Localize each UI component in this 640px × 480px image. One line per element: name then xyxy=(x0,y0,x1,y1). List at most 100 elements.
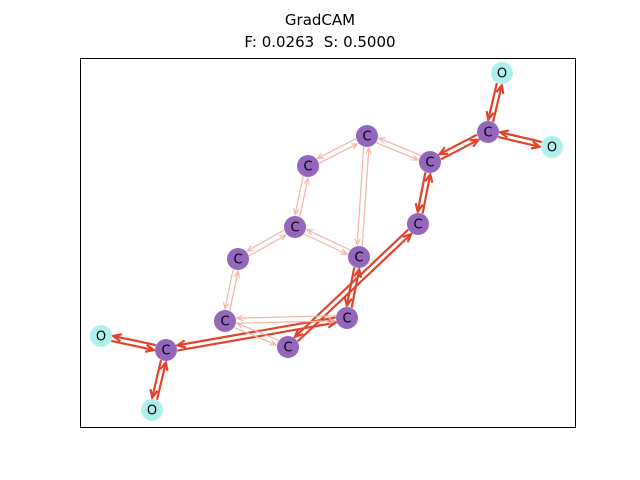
edge-arrowhead xyxy=(149,388,159,401)
edge-13-15-forward xyxy=(149,359,163,401)
edge-arrowhead xyxy=(414,202,424,215)
node-circle xyxy=(90,325,112,347)
edge-8-9-backward xyxy=(414,172,427,215)
edge-arrowhead xyxy=(303,176,310,185)
node-carbon-0: C xyxy=(284,216,306,238)
edge-1-2-forward xyxy=(318,143,359,164)
edge-10-12-forward xyxy=(497,135,543,150)
edge-arrowhead xyxy=(245,245,254,252)
node-circle xyxy=(297,155,319,177)
edge-arrowhead xyxy=(377,137,386,144)
node-oxygen-14: O xyxy=(90,325,112,347)
edge-arrowhead xyxy=(159,359,169,372)
edge-3-4-forward xyxy=(343,267,356,309)
node-circle xyxy=(419,151,441,173)
node-label: C xyxy=(220,315,229,330)
edge-0-1-backward xyxy=(293,176,304,217)
node-circle xyxy=(277,336,299,358)
node-carbon-5: C xyxy=(227,248,249,270)
edge-7-8-forward xyxy=(297,232,414,343)
node-carbon-1: C xyxy=(297,155,319,177)
edge-line xyxy=(492,86,503,123)
edge-line xyxy=(238,315,336,319)
edge-arrowhead xyxy=(305,229,314,236)
edge-10-12-backward xyxy=(497,129,543,144)
node-oxygen-11: O xyxy=(491,62,513,84)
edge-2-3-backward xyxy=(361,146,372,247)
edge-line xyxy=(151,359,163,397)
node-carbon-13: C xyxy=(155,339,177,361)
edge-arrowhead xyxy=(343,296,353,309)
edge-line xyxy=(375,142,417,160)
edge-line xyxy=(417,172,427,211)
edge-line xyxy=(497,135,539,148)
edge-arrowhead xyxy=(110,333,123,343)
edge-arrowhead xyxy=(497,129,510,139)
node-circle xyxy=(348,246,370,268)
edge-line xyxy=(114,335,157,347)
edge-1-2-backward xyxy=(316,138,357,159)
edge-arrowhead xyxy=(340,248,349,255)
edge-0-3-backward xyxy=(305,229,351,251)
edge-line xyxy=(303,233,346,254)
edge-line xyxy=(440,133,478,155)
edge-line xyxy=(421,175,431,214)
node-label: C xyxy=(233,253,242,268)
edge-13-15-backward xyxy=(155,359,169,401)
node-carbon-10: C xyxy=(477,121,499,143)
edge-2-3-forward xyxy=(354,146,365,247)
figure-subtitle: F: 0.0263 S: 0.5000 xyxy=(0,33,640,51)
edge-arrowhead xyxy=(402,232,414,243)
node-circle xyxy=(491,62,513,84)
node-oxygen-12: O xyxy=(541,136,563,158)
edge-8-9-forward xyxy=(421,171,434,214)
edge-line xyxy=(380,138,422,156)
edge-line xyxy=(308,230,351,251)
node-circle xyxy=(284,216,306,238)
node-label: C xyxy=(362,130,371,145)
edge-line xyxy=(318,144,356,164)
edge-line xyxy=(501,131,543,144)
edge-arrowhead xyxy=(353,266,363,279)
edge-arrowhead xyxy=(292,328,304,339)
node-label: C xyxy=(425,156,434,171)
edge-10-11-forward xyxy=(492,82,505,123)
edge-3-4-backward xyxy=(350,266,363,308)
edge-line xyxy=(248,235,285,257)
node-oxygen-15: O xyxy=(141,399,163,421)
edge-arrowhead xyxy=(316,152,325,159)
edge-line xyxy=(440,139,478,161)
node-label: O xyxy=(96,330,106,345)
node-carbon-9: C xyxy=(419,151,441,173)
node-label: C xyxy=(283,341,292,356)
edge-arrowhead xyxy=(293,208,300,217)
edge-6-7-forward xyxy=(233,327,278,346)
edge-line xyxy=(350,270,360,308)
edge-line xyxy=(294,176,304,213)
edge-4-13-backward xyxy=(177,319,339,352)
edge-0-5-backward xyxy=(248,234,288,257)
edge-2-9-backward xyxy=(377,137,422,156)
fidelity-score: F: 0.0263 xyxy=(244,33,315,51)
edge-4-6-backward xyxy=(236,317,337,325)
edge-arrowhead xyxy=(328,317,337,325)
edge-arrowhead xyxy=(269,339,278,346)
nodes-layer: C C C C C C C C C C C O O C O O xyxy=(90,62,563,421)
edge-arrowhead xyxy=(485,110,495,123)
edge-5-6-forward xyxy=(222,269,234,311)
edge-arrowhead xyxy=(222,302,230,311)
node-circle xyxy=(155,339,177,361)
edge-arrowhead xyxy=(469,138,481,148)
node-label: O xyxy=(147,404,157,419)
node-label: C xyxy=(161,344,170,359)
edge-0-3-forward xyxy=(303,233,349,255)
edge-arrowhead xyxy=(350,143,359,150)
edge-line xyxy=(319,138,357,158)
edge-line xyxy=(487,82,498,119)
node-circle xyxy=(477,121,499,143)
sparsity-score: S: 0.5000 xyxy=(323,33,396,51)
edge-arrowhead xyxy=(279,234,288,241)
edge-arrowhead xyxy=(437,146,449,156)
edge-arrowhead xyxy=(424,171,434,184)
node-circle xyxy=(356,125,378,147)
